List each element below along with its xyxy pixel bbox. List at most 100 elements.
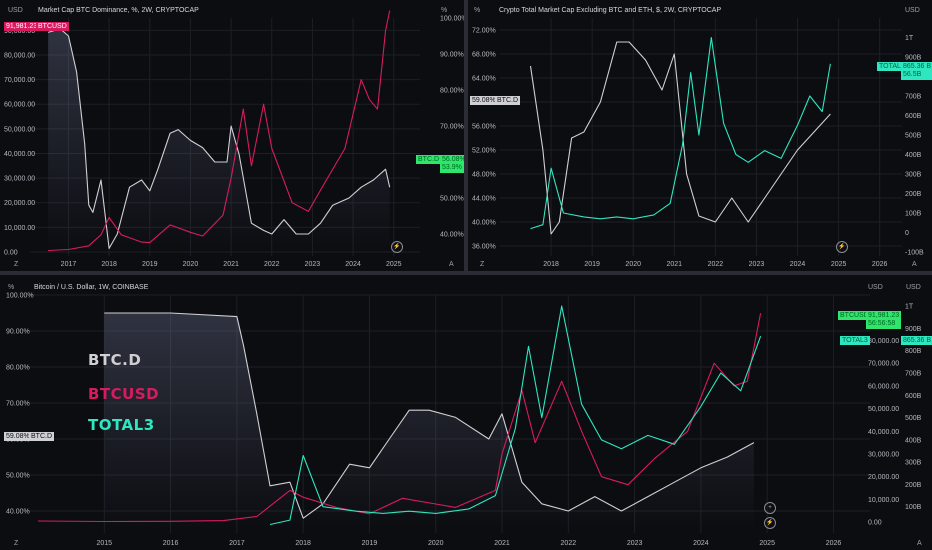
corner-z[interactable]: Z bbox=[14, 261, 19, 268]
y-tick-label: 50,000.00 bbox=[868, 406, 899, 413]
plus-icon[interactable]: + bbox=[764, 502, 776, 514]
left-axis-unit: USD bbox=[8, 7, 23, 14]
chart-btcusd[interactable]: 100.00%90.00%80.00%70.00%60.00%50.00%40.… bbox=[0, 275, 932, 550]
corner-z[interactable]: Z bbox=[480, 261, 485, 268]
y-tick-label: 500B bbox=[905, 415, 922, 422]
y-tick-label: 20,000.00 bbox=[4, 200, 35, 207]
x-tick-label: 2022 bbox=[561, 540, 577, 547]
y-tick-label: 1T bbox=[905, 304, 914, 311]
y-tick-label: 50,000.00 bbox=[4, 126, 35, 133]
corner-a[interactable]: A bbox=[912, 261, 917, 268]
lightning-icon[interactable]: ⚡ bbox=[391, 241, 403, 253]
series-line-total3 bbox=[530, 36, 831, 230]
x-tick-label: 2019 bbox=[142, 261, 158, 268]
x-tick-label: 2019 bbox=[362, 540, 378, 547]
y-tick-label: 80,000.00 bbox=[868, 338, 899, 345]
x-tick-label: 2026 bbox=[872, 261, 888, 268]
badge-sub: 56.5B bbox=[903, 71, 922, 78]
btcusd-label-badge: BTCUSD bbox=[36, 22, 69, 31]
y-tick-label: 80.00% bbox=[6, 365, 30, 372]
y-tick-label: 700B bbox=[905, 371, 922, 378]
x-tick-label: 2022 bbox=[264, 261, 280, 268]
y-tick-label: 90.00% bbox=[6, 329, 30, 336]
y-tick-label: 68.00% bbox=[472, 52, 496, 59]
y-tick-label: 200B bbox=[905, 482, 922, 489]
x-tick-label: 2020 bbox=[183, 261, 199, 268]
x-tick-label: 2025 bbox=[831, 261, 847, 268]
lightning-icon[interactable]: ⚡ bbox=[764, 517, 776, 529]
x-tick-label: 2021 bbox=[494, 540, 510, 547]
y-tick-label: 300B bbox=[905, 172, 922, 179]
chart-total3[interactable]: 72.00%68.00%64.00%60.00%56.00%52.00%48.0… bbox=[468, 0, 932, 271]
series-line-total3 bbox=[269, 305, 762, 526]
btcd-value-badge: 59.08% bbox=[4, 432, 32, 441]
y-tick-label: 200B bbox=[905, 191, 922, 198]
total3-value-badge: 865.36 B bbox=[901, 336, 932, 345]
pane-title: Bitcoin / U.S. Dollar, 1W, COINBASE bbox=[34, 284, 149, 291]
y-tick-label: 100.00% bbox=[6, 293, 34, 300]
pane-btcusd[interactable]: 100.00%90.00%80.00%70.00%60.00%50.00%40.… bbox=[0, 275, 932, 550]
left-axis-unit: % bbox=[8, 284, 15, 291]
y-tick-label: 100B bbox=[905, 504, 922, 511]
y-tick-label: 36.00% bbox=[472, 244, 496, 251]
corner-z[interactable]: Z bbox=[14, 540, 19, 547]
badge-value: 91,981.23 bbox=[868, 312, 900, 319]
y-tick-label: 80.00% bbox=[440, 88, 464, 95]
badge-value: 56.08% bbox=[442, 156, 466, 163]
y-tick-label: 400B bbox=[905, 437, 922, 444]
corner-a[interactable]: A bbox=[917, 540, 922, 547]
btcd-value-badge: 59.08% bbox=[470, 96, 498, 105]
series-line-btcd bbox=[529, 41, 831, 235]
x-tick-label: 2017 bbox=[61, 261, 77, 268]
y-tick-label: 30,000.00 bbox=[868, 452, 899, 459]
y-tick-label: 56.00% bbox=[472, 124, 496, 131]
btcd-label-badge: BTC.D bbox=[416, 155, 441, 164]
btcd-label-badge: BTC.D bbox=[29, 432, 54, 441]
horizontal-separator[interactable] bbox=[0, 271, 932, 275]
btcd-label-badge: BTC.D bbox=[495, 96, 520, 105]
y-tick-label: 0.00 bbox=[4, 250, 18, 257]
legend-total3: TOTAL3 bbox=[88, 416, 155, 434]
series-line-btcusd bbox=[37, 313, 762, 523]
x-tick-label: 2025 bbox=[386, 261, 402, 268]
series-area-btcd bbox=[104, 313, 754, 529]
y-tick-label: 72.00% bbox=[472, 28, 496, 35]
y-tick-label: 900B bbox=[905, 326, 922, 333]
y-tick-label: 70.00% bbox=[440, 124, 464, 131]
y-tick-label: 400B bbox=[905, 152, 922, 159]
x-tick-label: 2023 bbox=[749, 261, 765, 268]
x-tick-label: 2018 bbox=[543, 261, 559, 268]
y-tick-label: 0.00 bbox=[868, 520, 882, 527]
x-tick-label: 2026 bbox=[826, 540, 842, 547]
y-tick-label: 10,000.00 bbox=[4, 225, 35, 232]
x-tick-label: 2018 bbox=[295, 540, 311, 547]
y-tick-label: 90,000.00 bbox=[4, 28, 35, 35]
y-tick-label: 700B bbox=[905, 94, 922, 101]
y-tick-label: 70.00% bbox=[6, 401, 30, 408]
x-tick-label: 2016 bbox=[163, 540, 179, 547]
x-tick-label: 2015 bbox=[97, 540, 113, 547]
right-axis-unit: % bbox=[441, 7, 448, 14]
vertical-separator[interactable] bbox=[464, 0, 468, 271]
y-tick-label: 100B bbox=[905, 211, 922, 218]
x-tick-label: 2021 bbox=[667, 261, 683, 268]
chart-btc-dominance[interactable]: 90,000.00 80,000.00 70,000.00 60,000.00 50,0… bbox=[0, 0, 464, 271]
x-tick-label: 2023 bbox=[627, 540, 643, 547]
pane-total3[interactable]: 72.00%68.00%64.00%60.00%56.00%52.00%48.0… bbox=[468, 0, 932, 271]
y-tick-label: -100B bbox=[905, 250, 924, 257]
y-tick-label: 300B bbox=[905, 460, 922, 467]
y-tick-label: 40,000.00 bbox=[4, 151, 35, 158]
series-line-btcd bbox=[104, 312, 755, 519]
series-line-btcd bbox=[47, 28, 391, 249]
x-tick-label: 2025 bbox=[759, 540, 775, 547]
left-axis-unit: % bbox=[474, 7, 481, 14]
x-tick-label: 2021 bbox=[223, 261, 239, 268]
pane-btc-dominance[interactable]: 90,000.00 80,000.00 70,000.00 60,000.00 50,0… bbox=[0, 0, 468, 271]
y-tick-label: 70,000.00 bbox=[868, 361, 899, 368]
corner-a[interactable]: A bbox=[449, 261, 454, 268]
y-tick-label: 90.00% bbox=[440, 52, 464, 59]
legend-btcusd: BTCUSD bbox=[88, 385, 160, 403]
right-axis-unit-1: USD bbox=[868, 284, 883, 291]
x-tick-label: 2019 bbox=[584, 261, 600, 268]
lightning-icon[interactable]: ⚡ bbox=[836, 241, 848, 253]
